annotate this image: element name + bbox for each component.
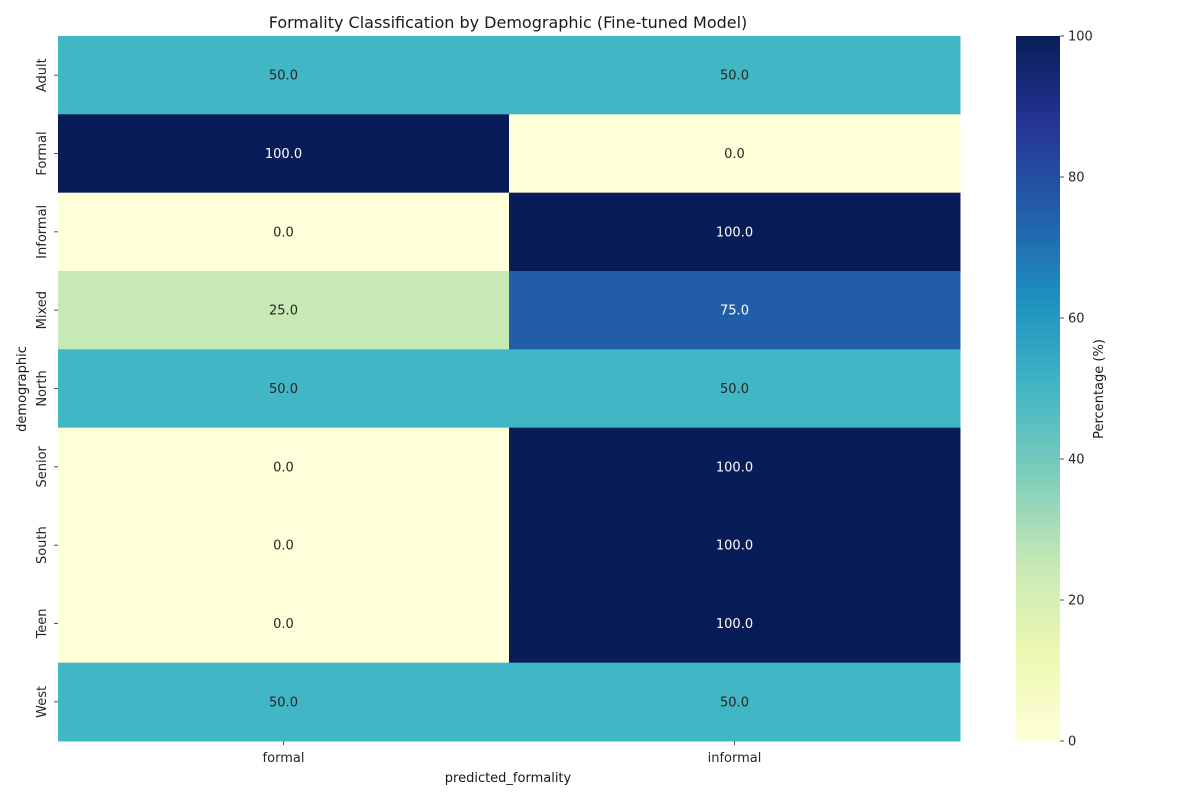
heatmap-cell bbox=[58, 349, 510, 429]
y-axis: Adult Formal Informal Mixed North Senior South… bbox=[35, 58, 58, 718]
cell-value-label: 50.0 bbox=[720, 69, 749, 84]
cell-value-label: 100.0 bbox=[716, 225, 753, 240]
colorbar-label: Percentage (%) bbox=[1092, 339, 1107, 439]
cell-value-label: 0.0 bbox=[724, 147, 745, 162]
heatmap-cell bbox=[509, 427, 961, 507]
x-axis-label: predicted_formality bbox=[445, 771, 572, 786]
cell-value-label: 50.0 bbox=[269, 382, 298, 397]
cell-value-label: 100.0 bbox=[716, 617, 753, 632]
heatmap-cell bbox=[509, 192, 961, 272]
cell-value-label: 50.0 bbox=[720, 695, 749, 710]
heatmap-cells: 50.0 50.0 100.0 0.0 0.0 100.0 25.0 75.0 50.0 50.0… bbox=[58, 36, 961, 742]
y-tick-label: North bbox=[35, 370, 50, 406]
heatmap-cell bbox=[58, 36, 510, 115]
x-tick-label: informal bbox=[708, 751, 762, 766]
heatmap-cell bbox=[58, 427, 510, 507]
heatmap-cell bbox=[58, 506, 510, 585]
cell-value-label: 0.0 bbox=[273, 460, 294, 475]
cell-value-label: 100.0 bbox=[716, 539, 753, 554]
cell-value-label: 0.0 bbox=[273, 617, 294, 632]
colorbar-tick-label: 60 bbox=[1068, 312, 1085, 327]
cell-value-label: 100.0 bbox=[716, 460, 753, 475]
heatmap-cell bbox=[58, 271, 510, 350]
x-tick-label: formal bbox=[263, 751, 305, 766]
colorbar-tick-label: 20 bbox=[1068, 594, 1085, 609]
cell-value-label: 75.0 bbox=[720, 304, 749, 319]
heatmap-cell bbox=[58, 192, 510, 272]
y-tick-label: Mixed bbox=[35, 291, 50, 329]
heatmap-cell bbox=[58, 584, 510, 664]
heatmap-cell bbox=[509, 506, 961, 585]
cell-value-label: 50.0 bbox=[720, 382, 749, 397]
y-axis-label: demographic bbox=[15, 346, 30, 432]
y-tick-label: Informal bbox=[35, 205, 50, 259]
heatmap-cell bbox=[509, 662, 961, 742]
heatmap-cell bbox=[509, 584, 961, 664]
y-tick-label: Adult bbox=[35, 58, 50, 92]
heatmap-cell bbox=[509, 114, 961, 194]
cell-value-label: 100.0 bbox=[265, 147, 302, 162]
heatmap-cell bbox=[509, 271, 961, 350]
cell-value-label: 0.0 bbox=[273, 539, 294, 554]
chart-title: Formality Classification by Demographic … bbox=[269, 13, 748, 32]
heatmap-cell bbox=[58, 114, 510, 194]
colorbar bbox=[1016, 36, 1060, 741]
heatmap-cell bbox=[509, 36, 961, 115]
colorbar-tick-label: 40 bbox=[1068, 453, 1085, 468]
cell-value-label: 0.0 bbox=[273, 225, 294, 240]
x-axis: formal informal bbox=[263, 741, 762, 766]
colorbar-tick-label: 0 bbox=[1068, 735, 1076, 750]
colorbar-tick-label: 100 bbox=[1068, 30, 1093, 45]
heatmap-cell bbox=[509, 349, 961, 429]
y-tick-label: South bbox=[35, 526, 50, 564]
y-tick-label: Formal bbox=[35, 131, 50, 175]
heatmap-cell bbox=[58, 662, 510, 742]
cell-value-label: 50.0 bbox=[269, 69, 298, 84]
y-tick-label: West bbox=[35, 686, 50, 718]
cell-value-label: 50.0 bbox=[269, 695, 298, 710]
cell-value-label: 25.0 bbox=[269, 304, 298, 319]
y-tick-label: Teen bbox=[35, 609, 50, 640]
colorbar-tick-label: 80 bbox=[1068, 171, 1085, 186]
y-tick-label: Senior bbox=[35, 445, 50, 487]
colorbar-axis: 0 20 40 60 80 100 bbox=[1060, 30, 1093, 750]
